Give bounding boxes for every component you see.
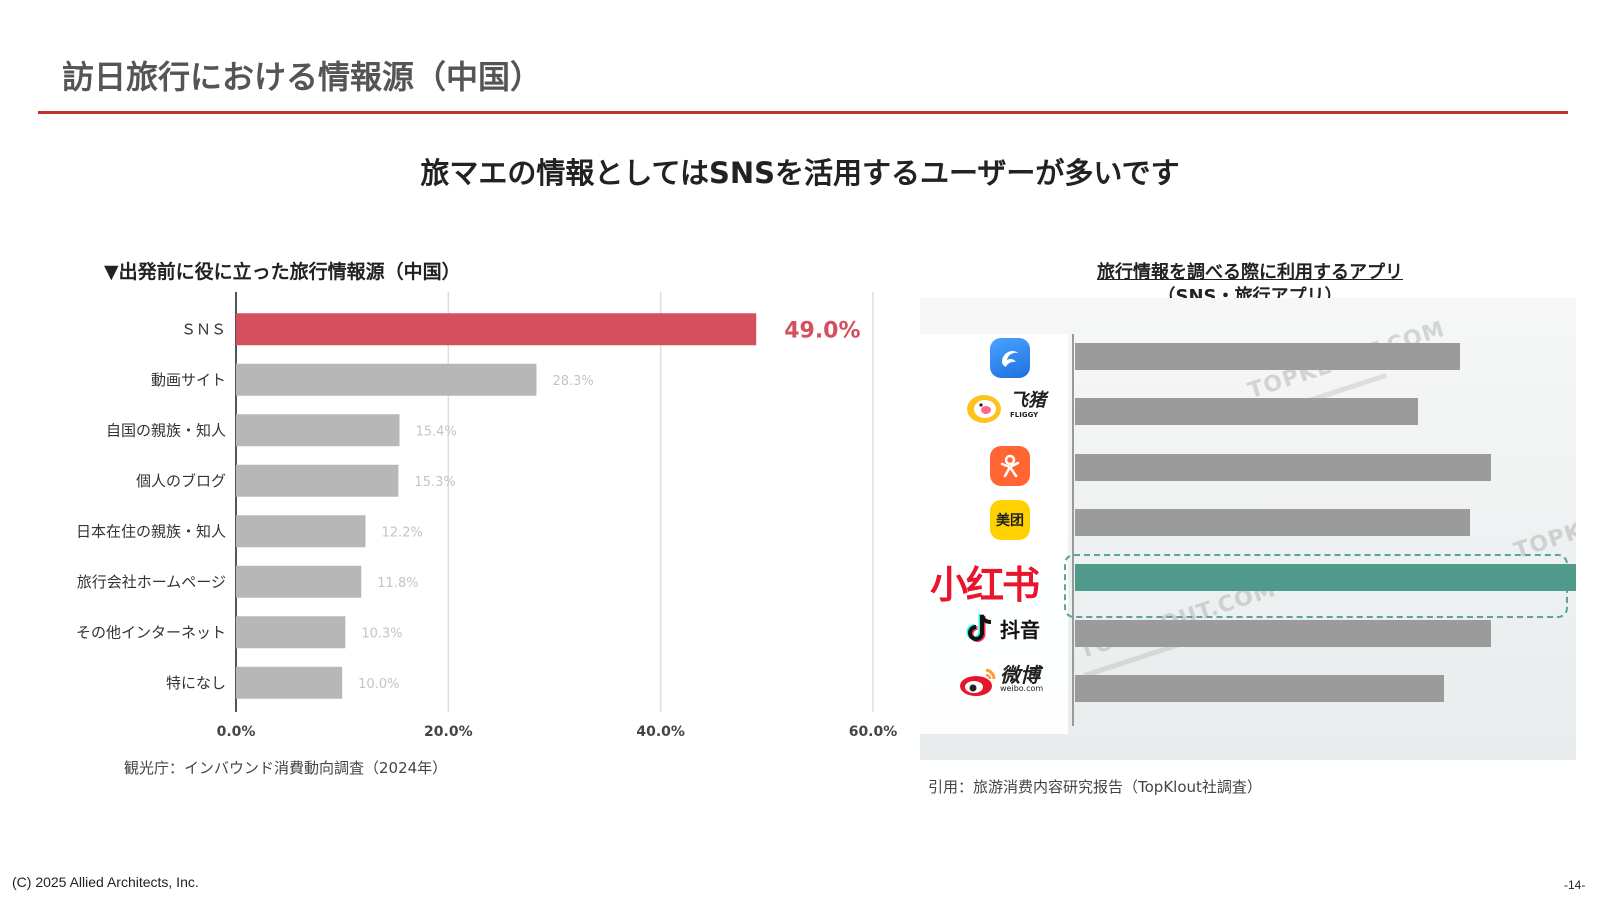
- app-bar-4: [1075, 564, 1576, 592]
- app-bar-5: [1075, 619, 1491, 647]
- category-label: 旅行会社ホームページ: [77, 573, 226, 591]
- x-tick-label: 60.0%: [849, 724, 898, 740]
- app-bar-6: [1075, 674, 1445, 702]
- app-bar-1: [1075, 398, 1419, 426]
- category-label: 動画サイト: [151, 371, 226, 389]
- category-label: 特になし: [166, 674, 226, 692]
- douyin-note-glyph: [966, 614, 992, 642]
- value-label: 11.8%: [377, 576, 418, 591]
- app-chart-source: 引用：旅游消费内容研究报告（TopKlout社調査）: [928, 778, 1262, 796]
- bar-2: [236, 414, 400, 447]
- app-chart-title-main: 旅行情報を調べる際に利用するアプリ: [1097, 262, 1403, 283]
- bar-4: [236, 515, 366, 548]
- fliggy-pig-glyph: [967, 395, 1001, 423]
- meituan-icon: 美团: [990, 500, 1030, 540]
- bar-1: [236, 363, 537, 396]
- value-label: 28.3%: [552, 374, 593, 389]
- xiaohongshu-logo: 小红书: [930, 554, 1040, 609]
- x-tick-label: 40.0%: [636, 724, 685, 740]
- app-bar-2: [1075, 453, 1491, 481]
- fliggy-subtext: FLIGGY: [1010, 411, 1039, 419]
- douyin-icon: 抖音: [966, 612, 1040, 644]
- x-tick-label: 20.0%: [424, 724, 473, 740]
- watermark-text: TOPKLOUT.COM: [1511, 476, 1576, 565]
- value-label: 12.2%: [382, 525, 423, 540]
- category-label: 個人のブログ: [136, 472, 226, 490]
- weibo-eye-glyph: [960, 668, 996, 696]
- app-bar-0: [1075, 343, 1460, 370]
- app-chart-axis: [1072, 334, 1074, 726]
- weibo-text: 微博: [1000, 663, 1040, 687]
- bar-6: [236, 616, 346, 649]
- value-label: 10.0%: [358, 677, 399, 692]
- dianping-person-glyph: [1000, 454, 1020, 478]
- value-label: 15.3%: [414, 475, 455, 490]
- left-chart-title: ▼出発前に役に立った旅行情報源（中国）: [104, 261, 461, 283]
- category-label: その他インターネット: [76, 623, 226, 641]
- meituan-text: 美团: [996, 513, 1024, 529]
- info-source-bar-chart: 0.0% 20.0% 40.0% 60.0% ＳＮＳ 49.0% 動画サイト 28.3% 自国の…: [76, 292, 898, 740]
- app-chart-panel: TOPKLOUT.COM TOPKLOUT.COM TOPKLOUT.COM 飞…: [920, 298, 1576, 760]
- weibo-subtext: weibo.com: [1000, 684, 1044, 693]
- bar-0: [236, 313, 757, 346]
- ctrip-icon: [990, 338, 1030, 378]
- value-label: 15.4%: [415, 424, 456, 439]
- left-chart-source: 観光庁：インバウンド消費動向調査（2024年）: [124, 759, 448, 777]
- category-label: 日本在住の親族・知人: [76, 522, 226, 540]
- weibo-icon: 微博 weibo.com: [958, 663, 1044, 698]
- bar-5: [236, 565, 362, 598]
- headline: 旅マエの情報としてはSNSを活用するユーザーが多いです: [420, 156, 1180, 190]
- douyin-text: 抖音: [1000, 617, 1040, 642]
- x-tick-label: 0.0%: [217, 724, 256, 740]
- dolphin-glyph: [1002, 351, 1018, 367]
- title-divider: [38, 111, 1568, 114]
- bar-3: [236, 464, 399, 497]
- xiaohongshu-text: 小红书: [930, 563, 1040, 607]
- fliggy-icon: 飞猪 FLIGGY: [964, 390, 1046, 426]
- fliggy-text: 飞猪: [1010, 390, 1046, 411]
- slide-title: 訪日旅行における情報源（中国）: [62, 58, 543, 96]
- dianping-icon: [990, 446, 1030, 486]
- category-label: ＳＮＳ: [181, 320, 226, 338]
- copyright: (C) 2025 Allied Architects, Inc.: [12, 874, 199, 890]
- value-label: 10.3%: [361, 626, 402, 641]
- page-number: -14-: [1564, 878, 1586, 892]
- bar-7: [236, 666, 343, 699]
- app-bar-3: [1075, 508, 1471, 536]
- value-label: 49.0%: [784, 318, 860, 343]
- category-label: 自国の親族・知人: [106, 421, 226, 439]
